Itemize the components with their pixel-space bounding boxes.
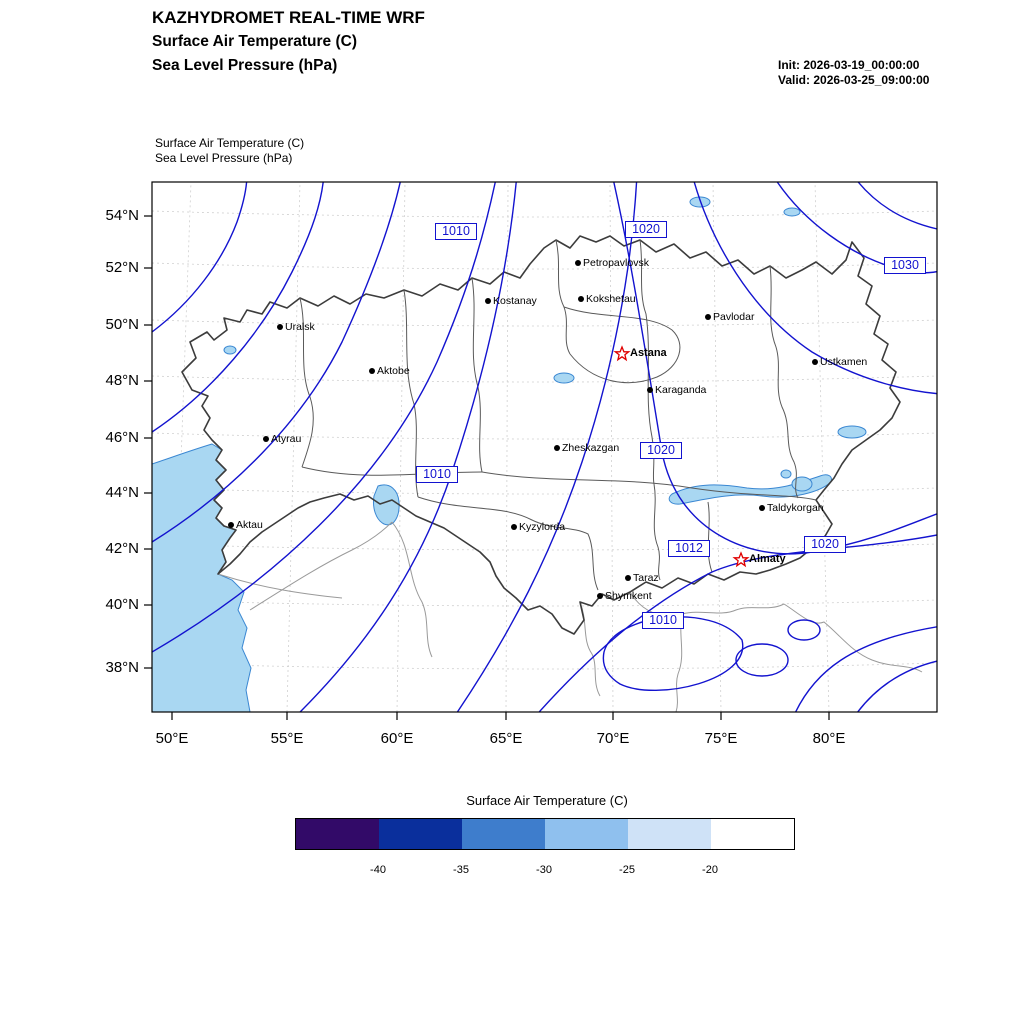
- header-subtitle-pressure: Sea Level Pressure (hPa): [152, 57, 338, 74]
- graticule-grid: [152, 182, 937, 712]
- colorbar: [295, 818, 795, 850]
- lon-label-60e: 60°E: [380, 730, 414, 747]
- colorbar-segment: [296, 819, 379, 849]
- lat-label-38n: 38°N: [105, 659, 139, 676]
- almaty-star-icon: [732, 551, 750, 568]
- neighbor-borders: [217, 521, 923, 712]
- lat-label-48n: 48°N: [105, 372, 139, 389]
- init-timestamp: Init: 2026-03-19_00:00:00: [778, 58, 920, 72]
- pressure-contours: [152, 182, 937, 712]
- city-label-uralsk: Uralsk: [285, 321, 315, 333]
- pressure-label-1010-nw: 1010: [435, 223, 477, 240]
- city-label-pavlodar: Pavlodar: [713, 311, 755, 323]
- lat-label-46n: 46°N: [105, 429, 139, 446]
- colorbar-segment: [462, 819, 545, 849]
- colorbar-tick--40: -40: [370, 864, 386, 876]
- colorbar-tick--25: -25: [619, 864, 635, 876]
- lake-alakol: [791, 476, 813, 492]
- lake-zaysan: [837, 425, 867, 439]
- city-label-aktobe: Aktobe: [377, 365, 410, 377]
- lat-label-40n: 40°N: [105, 596, 139, 613]
- map-canvas: [144, 181, 938, 720]
- lon-label-55e: 55°E: [270, 730, 304, 747]
- lat-label-52n: 52°N: [105, 259, 139, 276]
- astana-star-icon: [613, 345, 631, 362]
- colorbar-tick--30: -30: [536, 864, 552, 876]
- caspian-sea: [152, 443, 252, 712]
- lat-label-54n: 54°N: [105, 207, 139, 224]
- capital-label-astana: Astana: [630, 347, 667, 359]
- city-label-ustkamen: Ustkamen: [820, 356, 868, 368]
- lake-tengiz: [553, 372, 575, 384]
- city-label-atyrau: Atyrau: [271, 433, 302, 445]
- aral-sea: [373, 484, 400, 526]
- city-label-taldykorgan: Taldykorgan: [767, 502, 824, 514]
- colorbar-tick--20: -20: [702, 864, 718, 876]
- region-borders: [299, 239, 817, 591]
- colorbar-segment: [379, 819, 462, 849]
- valid-timestamp: Valid: 2026-03-25_09:00:00: [778, 73, 930, 87]
- lon-label-50e: 50°E: [155, 730, 189, 747]
- city-label-aktau: Aktau: [236, 519, 263, 531]
- water-bodies: [152, 196, 867, 712]
- colorbar-tick--35: -35: [453, 864, 469, 876]
- plot-label-temperature: Surface Air Temperature (C): [155, 136, 305, 150]
- lake-sasykkol: [780, 469, 792, 479]
- map-area: Petropavlovsk Kostanay Kokshetau Pavloda…: [144, 181, 938, 720]
- city-label-kostanay: Kostanay: [493, 295, 537, 307]
- pressure-label-1010-s: 1010: [642, 612, 684, 629]
- kazakhstan-border: [181, 235, 901, 635]
- colorbar-segment: [628, 819, 711, 849]
- city-label-kokshetau: Kokshetau: [586, 293, 636, 305]
- axis-ticks: [144, 215, 830, 720]
- city-label-taraz: Taraz: [633, 572, 659, 584]
- pressure-label-1020-center: 1020: [640, 442, 682, 459]
- city-markers: [228, 260, 818, 599]
- lon-label-70e: 70°E: [596, 730, 630, 747]
- small-lake-northeast: [783, 207, 801, 217]
- pressure-label-1030-ne: 1030: [884, 257, 926, 274]
- plot-label-pressure: Sea Level Pressure (hPa): [155, 151, 293, 165]
- city-label-zheskazgan: Zheskazgan: [562, 442, 620, 454]
- lat-label-50n: 50°N: [105, 316, 139, 333]
- map-frame: [151, 181, 938, 713]
- lat-label-44n: 44°N: [105, 484, 139, 501]
- city-label-shymkent: Shymkent: [605, 590, 652, 602]
- city-label-kyzylorda: Kyzylorda: [519, 521, 566, 533]
- colorbar-title: Surface Air Temperature (C): [466, 793, 628, 808]
- city-label-karaganda: Karaganda: [655, 384, 707, 396]
- capital-star-markers: [613, 345, 750, 568]
- header-subtitle-temperature: Surface Air Temperature (C): [152, 33, 357, 50]
- capital-label-almaty: Almaty: [749, 553, 786, 565]
- small-lake-west: [223, 345, 237, 355]
- pressure-label-1020-se: 1020: [804, 536, 846, 553]
- city-label-petropavlovsk: Petropavlovsk: [583, 257, 649, 269]
- colorbar-segment: [545, 819, 628, 849]
- lon-label-75e: 75°E: [704, 730, 738, 747]
- colorbar-segment: [711, 819, 794, 849]
- page-title: KAZHYDROMET REAL-TIME WRF: [152, 8, 425, 27]
- lon-label-65e: 65°E: [489, 730, 523, 747]
- pressure-label-1010-center: 1010: [416, 466, 458, 483]
- pressure-label-1012-s: 1012: [668, 540, 710, 557]
- lat-label-42n: 42°N: [105, 540, 139, 557]
- lon-label-80e: 80°E: [812, 730, 846, 747]
- pressure-label-1020-n: 1020: [625, 221, 667, 238]
